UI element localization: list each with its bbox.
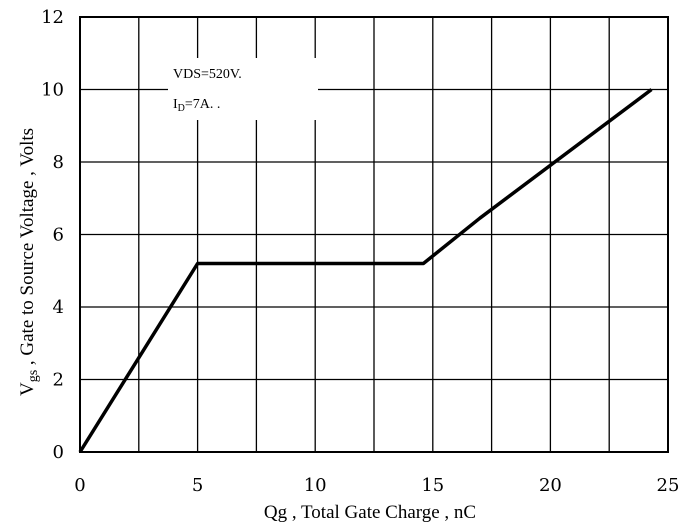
y-axis-label-main: V	[17, 382, 38, 396]
series-layer	[78, 58, 653, 453]
annotation-id-rest: =7A. .	[185, 97, 221, 112]
annotation-id: ID=7A. .	[173, 97, 220, 114]
annotation-box	[168, 58, 318, 120]
annotation-vds: VDS=520V.	[173, 67, 242, 82]
x-tick-label: 15	[421, 475, 444, 496]
series-line	[78, 88, 653, 453]
annotation-id-sub: D	[178, 103, 185, 114]
y-tick-label: 4	[53, 297, 64, 318]
x-tick-labels: 0 5 10 15 20 25	[74, 475, 679, 496]
y-tick-label: 2	[53, 370, 64, 391]
y-tick-labels: 0 2 4 6 8 10 12	[41, 7, 64, 463]
y-tick-label: 8	[53, 152, 64, 173]
y-axis-label: Vgs , Gate to Source Voltage , Volts	[17, 128, 41, 396]
plot-frame	[79, 16, 669, 453]
grid-lines	[80, 17, 668, 452]
annotation-id-main: I	[173, 97, 178, 112]
y-tick-label: 0	[53, 442, 64, 463]
x-tick-label: 20	[539, 475, 562, 496]
y-tick-label: 6	[53, 225, 64, 246]
y-tick-label: 12	[41, 7, 64, 28]
y-tick-label: 10	[41, 80, 64, 101]
x-tick-label: 0	[74, 475, 85, 496]
y-axis-label-sub: gs	[26, 370, 41, 382]
y-axis-label-rest: , Gate to Source Voltage , Volts	[17, 128, 38, 370]
x-axis-label: Qg , Total Gate Charge , nC	[264, 502, 476, 523]
x-tick-label: 10	[304, 475, 327, 496]
x-tick-label: 5	[192, 475, 203, 496]
x-tick-label: 25	[657, 475, 680, 496]
